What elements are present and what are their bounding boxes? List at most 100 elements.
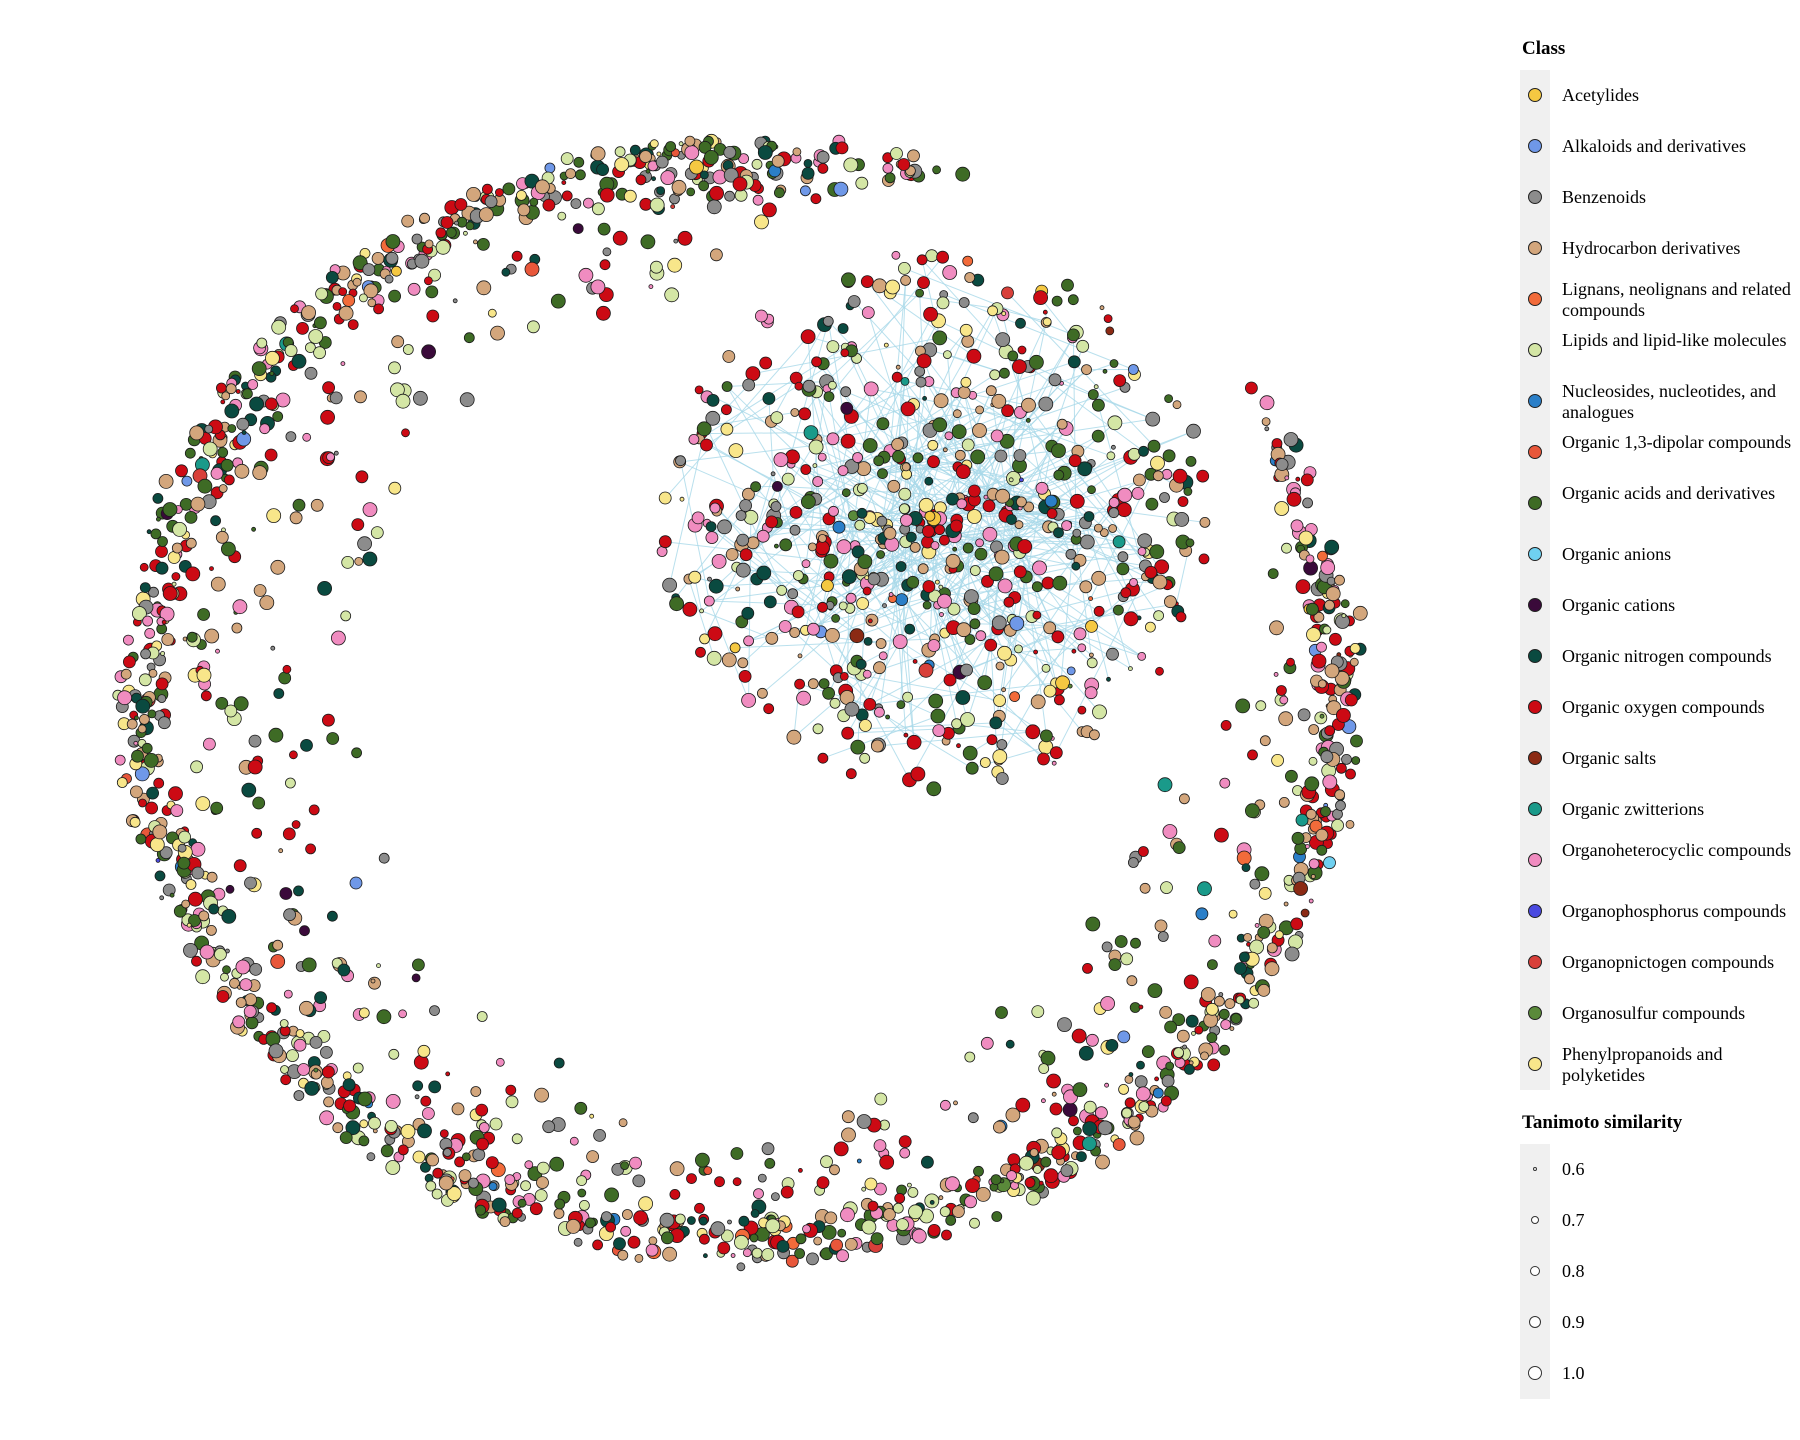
network-node: [1195, 907, 1209, 921]
network-node: [917, 276, 930, 290]
network-node: [185, 537, 197, 549]
network-node: [1005, 1039, 1015, 1049]
network-node: [1116, 562, 1130, 576]
network-node: [376, 1009, 392, 1025]
network-node: [259, 595, 275, 610]
network-node: [1196, 469, 1210, 483]
network-node: [426, 1153, 440, 1167]
network-edge: [998, 715, 1044, 760]
network-node: [319, 1110, 335, 1126]
network-node: [972, 423, 987, 438]
network-node: [1305, 844, 1310, 849]
network-node: [738, 1215, 750, 1227]
network-node: [714, 1176, 725, 1188]
network-node: [867, 618, 873, 624]
network-node: [1208, 934, 1222, 948]
network-node: [442, 1148, 452, 1157]
network-node: [1025, 417, 1031, 423]
network-node: [1257, 984, 1271, 997]
network-node: [956, 498, 968, 510]
network-node: [235, 389, 241, 394]
network-node: [454, 220, 459, 226]
network-node: [982, 499, 996, 513]
network-node: [435, 239, 451, 255]
network-node: [817, 752, 829, 764]
network-node: [839, 672, 849, 681]
network-node: [932, 724, 946, 737]
network-node: [861, 1186, 867, 1192]
network-node: [352, 277, 362, 287]
network-node: [890, 147, 903, 160]
network-node: [736, 1262, 746, 1272]
network-node: [1042, 309, 1048, 315]
network-node: [751, 158, 763, 170]
network-node: [1160, 1095, 1172, 1107]
network-node: [1013, 449, 1027, 462]
network-node: [873, 661, 886, 675]
network-node: [235, 959, 251, 975]
network-node: [1320, 806, 1331, 817]
network-node: [476, 1011, 488, 1022]
network-node: [577, 1188, 587, 1198]
network-node: [994, 449, 1008, 463]
legend-class-item: Acetylides: [1520, 70, 1795, 121]
network-node: [1161, 1074, 1175, 1088]
network-node: [912, 659, 918, 664]
network-node: [907, 1187, 919, 1198]
network-node: [1320, 750, 1334, 764]
network-node: [1334, 789, 1346, 801]
network-node: [1120, 952, 1134, 966]
network-node: [857, 482, 868, 494]
network-edge: [973, 571, 1021, 609]
network-node: [363, 283, 379, 299]
network-node: [1083, 1100, 1097, 1114]
network-node: [999, 367, 1010, 379]
network-node: [280, 1065, 289, 1074]
network-node: [1229, 1026, 1235, 1031]
network-node: [565, 1219, 581, 1234]
network-node: [129, 785, 143, 799]
network-node: [662, 577, 677, 593]
network-node: [817, 601, 828, 613]
network-node: [909, 542, 921, 553]
network-node: [1073, 1126, 1082, 1136]
network-node: [376, 963, 381, 968]
network-node: [454, 1156, 466, 1168]
network-node: [773, 452, 789, 468]
network-node: [337, 963, 351, 977]
network-node: [302, 432, 312, 442]
network-node: [785, 1254, 799, 1268]
legend-class-item: Organosulfur compounds: [1520, 988, 1795, 1039]
network-node: [698, 180, 709, 192]
legend-class-label: Organosulfur compounds: [1562, 1003, 1746, 1023]
network-edge: [1040, 297, 1073, 339]
network-node: [823, 553, 839, 569]
network-node: [297, 1063, 311, 1076]
network-node: [1087, 485, 1096, 495]
network-edge: [708, 600, 750, 701]
network-node: [272, 939, 284, 951]
network-node: [1129, 578, 1138, 587]
network-edge: [1055, 576, 1146, 753]
network-node: [358, 293, 368, 303]
network-node: [161, 633, 175, 646]
network-node: [1129, 1130, 1145, 1146]
network-node: [1278, 797, 1290, 808]
network-node: [947, 602, 961, 616]
legend-class-swatch: [1528, 1057, 1542, 1071]
network-node: [283, 989, 293, 999]
network-node: [1344, 693, 1358, 707]
network-node: [501, 267, 511, 277]
network-node: [912, 452, 924, 464]
network-node: [1017, 345, 1027, 355]
network-node: [575, 169, 586, 181]
network-node: [995, 488, 1010, 504]
network-node: [247, 379, 259, 390]
network-node: [873, 455, 885, 467]
network-node: [286, 1049, 299, 1062]
network-node: [232, 599, 248, 615]
network-node: [651, 176, 656, 182]
network-node: [1109, 359, 1119, 368]
network-node: [284, 344, 298, 358]
network-node: [465, 221, 475, 231]
